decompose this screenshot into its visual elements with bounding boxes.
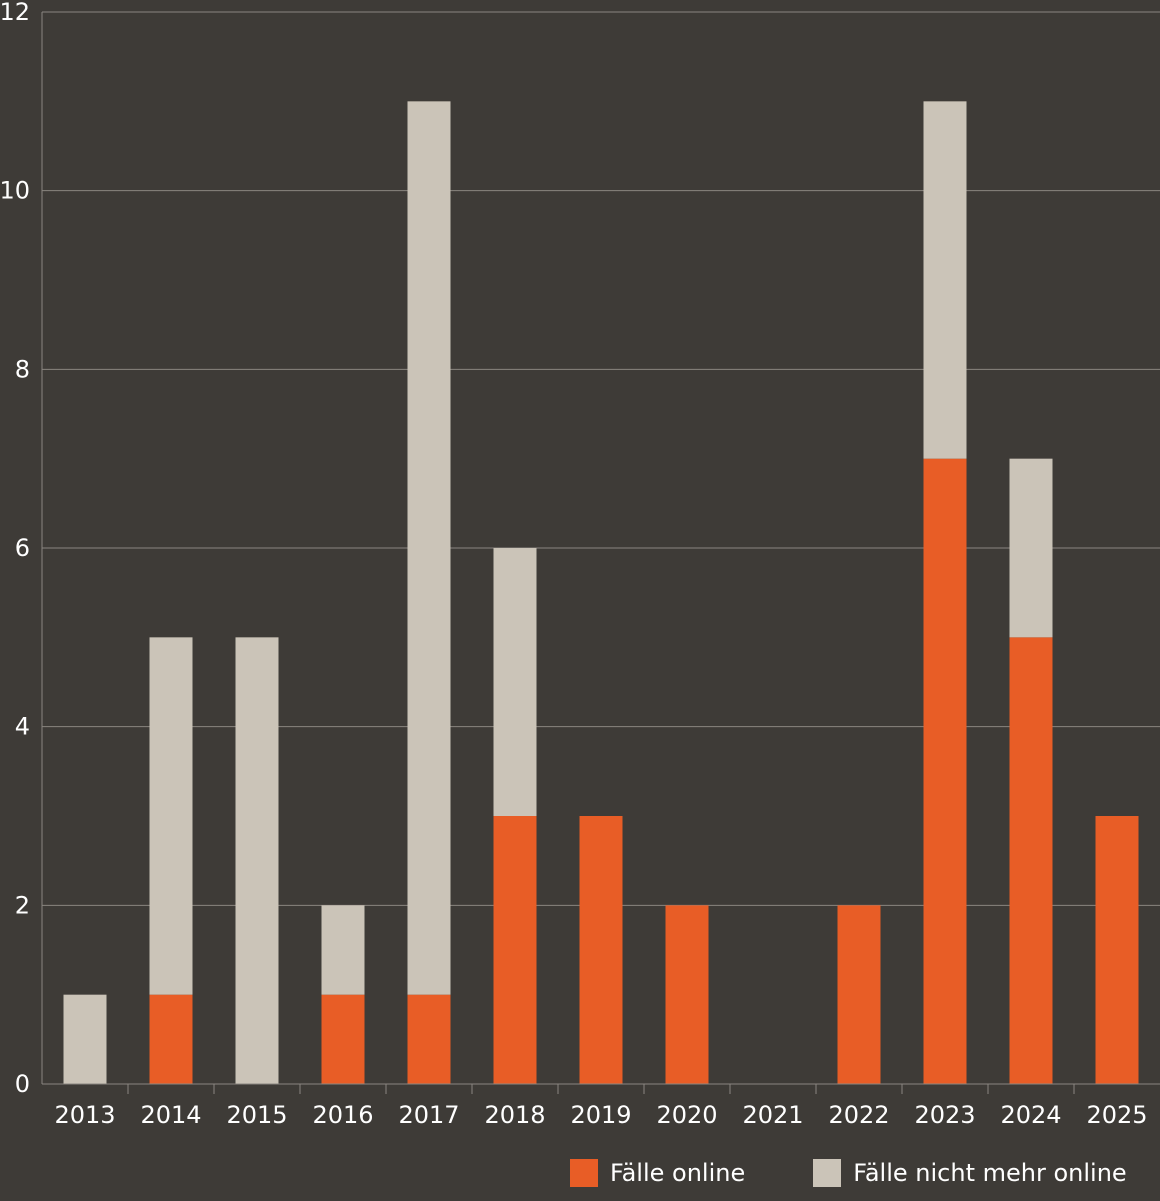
bar-offline-2024 [1009, 458, 1053, 638]
y-tick-label: 10 [0, 177, 30, 205]
x-tick-label: 2018 [484, 1101, 545, 1129]
bar-online-2020 [665, 905, 709, 1084]
x-tick-label: 2015 [226, 1101, 287, 1129]
legend-swatch-offline [813, 1159, 842, 1187]
legend-label-online: Fälle online [610, 1159, 746, 1187]
x-tick-label: 2025 [1086, 1101, 1147, 1129]
x-tick-label: 2023 [914, 1101, 975, 1129]
bar-online-2016 [321, 994, 365, 1084]
bar-offline-2013 [63, 994, 107, 1084]
x-tick-label: 2013 [54, 1101, 115, 1129]
x-tick-label: 2014 [140, 1101, 201, 1129]
y-tick-label: 4 [15, 713, 30, 741]
legend-item-online: Fälle online [570, 1159, 745, 1187]
bar-offline-2014 [149, 637, 193, 995]
bar-online-2019 [579, 816, 623, 1084]
bar-offline-2015 [235, 637, 279, 1084]
bar-online-2022 [837, 905, 881, 1084]
bar-online-2017 [407, 994, 451, 1084]
bar-offline-2017 [407, 101, 451, 995]
y-tick-label: 6 [15, 534, 30, 562]
bar-online-2023 [923, 458, 967, 1085]
bar-offline-2016 [321, 905, 365, 995]
x-tick-label: 2019 [570, 1101, 631, 1129]
x-tick-label: 2021 [742, 1101, 803, 1129]
y-tick-label: 2 [15, 891, 30, 919]
legend: Fälle online Fälle nicht mehr online [570, 1156, 1127, 1190]
x-tick-label: 2020 [656, 1101, 717, 1129]
bar-online-2014 [149, 994, 193, 1084]
legend-label-offline: Fälle nicht mehr online [853, 1159, 1127, 1187]
x-tick-label: 2016 [312, 1101, 373, 1129]
y-tick-label: 8 [15, 355, 30, 383]
bar-online-2025 [1095, 816, 1139, 1084]
x-tick-label: 2024 [1000, 1101, 1061, 1129]
x-tick-label: 2022 [828, 1101, 889, 1129]
x-tick-label: 2017 [398, 1101, 459, 1129]
y-tick-label: 0 [15, 1070, 30, 1098]
legend-swatch-online [570, 1159, 598, 1187]
y-tick-label: 12 [0, 0, 30, 26]
legend-item-offline: Fälle nicht mehr online [813, 1159, 1127, 1187]
bar-online-2024 [1009, 637, 1053, 1084]
bar-online-2018 [493, 816, 537, 1084]
bar-offline-2023 [923, 101, 967, 459]
bar-offline-2018 [493, 548, 537, 816]
